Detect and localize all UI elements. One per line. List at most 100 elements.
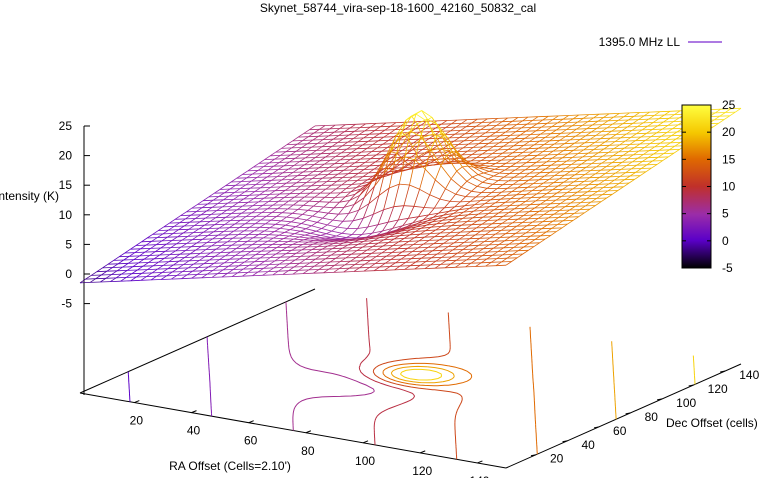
mesh-segment: [450, 170, 458, 180]
mesh-segment: [96, 267, 103, 273]
mesh-segment: [179, 218, 186, 224]
mesh-segment: [204, 221, 211, 226]
mesh-segment: [382, 242, 389, 247]
mesh-segment: [529, 137, 536, 142]
mesh-segment: [134, 251, 146, 253]
mesh-segment: [403, 205, 415, 207]
mesh-segment: [604, 176, 611, 181]
mesh-segment: [579, 145, 590, 147]
mesh-segment: [306, 249, 313, 254]
mesh-segment: [294, 256, 301, 261]
mesh-segment: [379, 262, 386, 268]
mesh-segment: [526, 158, 533, 164]
mesh-segment: [336, 177, 343, 182]
mesh-segment: [299, 236, 310, 239]
mesh-segment: [591, 191, 598, 196]
mesh-segment: [334, 159, 341, 165]
x-tick-mark: [248, 420, 254, 424]
mesh-segment: [384, 125, 391, 131]
mesh-segment: [629, 140, 636, 145]
mesh-segment: [515, 229, 522, 234]
mesh-segment: [219, 216, 227, 222]
mesh-segment: [425, 226, 432, 232]
mesh-segment: [314, 262, 321, 267]
mesh-segment: [355, 256, 367, 258]
mesh-segment: [642, 160, 653, 162]
mesh-segment: [654, 111, 661, 116]
mesh-segment: [569, 174, 576, 179]
mesh-segment: [557, 153, 568, 155]
mesh-segment: [425, 229, 436, 232]
mesh-segment: [527, 214, 534, 220]
mesh-segment: [478, 167, 490, 172]
mesh-segment: [202, 196, 209, 202]
mesh-segment: [445, 266, 456, 269]
mesh-segment: [421, 110, 428, 120]
mesh-segment: [619, 112, 630, 114]
mesh-segment: [323, 167, 330, 172]
mesh-segment: [484, 135, 491, 141]
mesh-segment: [341, 250, 348, 256]
mesh-segment: [346, 247, 353, 252]
mesh-segment: [377, 245, 384, 250]
mesh-segment: [281, 175, 288, 181]
mesh-segment: [335, 254, 342, 259]
mesh-segment: [573, 117, 584, 120]
mesh-segment: [208, 192, 215, 198]
colorbar-tick-label: 10: [722, 180, 736, 194]
mesh-segment: [320, 235, 331, 238]
mesh-segment: [612, 151, 619, 157]
mesh-segment: [167, 233, 174, 238]
mesh-segment: [511, 187, 518, 192]
mesh-segment: [273, 234, 280, 239]
mesh-segment: [578, 142, 585, 147]
mesh-segment: [635, 168, 642, 173]
mesh-segment: [294, 230, 301, 234]
mesh-segment: [346, 187, 357, 189]
mesh-segment: [644, 143, 651, 148]
mesh-segment: [324, 160, 331, 165]
mesh-segment: [362, 246, 373, 248]
mesh-segment: [428, 207, 435, 216]
mesh-segment: [297, 133, 305, 138]
mesh-segment: [250, 247, 257, 252]
mesh-segment: [446, 249, 454, 255]
mesh-segment: [341, 180, 348, 186]
mesh-segment: [304, 232, 311, 236]
mesh-segment: [140, 244, 147, 250]
mesh-segment: [203, 259, 210, 265]
mesh-segment: [313, 205, 324, 208]
mesh-segment: [520, 197, 532, 199]
mesh-segment: [430, 264, 441, 266]
mesh-segment: [482, 181, 493, 185]
mesh-segment: [282, 241, 289, 245]
mesh-segment: [380, 122, 387, 128]
mesh-segment: [522, 120, 533, 122]
mesh-segment: [565, 164, 572, 169]
contour-line: [127, 371, 131, 402]
mesh-segment: [280, 182, 287, 188]
mesh-segment: [394, 238, 405, 240]
mesh-segment: [628, 147, 635, 152]
mesh-segment: [554, 171, 561, 176]
mesh-segment: [496, 254, 503, 259]
mesh-segment: [441, 132, 453, 152]
mesh-segment: [666, 128, 673, 133]
mesh-segment: [311, 246, 318, 250]
mesh-segment: [236, 174, 243, 179]
mesh-segment: [473, 136, 480, 141]
mesh-segment: [484, 202, 496, 204]
mesh-segment: [281, 208, 288, 214]
mesh-segment: [521, 186, 528, 192]
mesh-segment: [614, 176, 621, 181]
mesh-segment: [549, 206, 556, 212]
mesh-segment: [156, 243, 167, 246]
mesh-segment: [447, 215, 459, 218]
mesh-segment: [447, 252, 458, 255]
mesh-segment: [280, 253, 287, 258]
mesh-segment: [377, 221, 389, 226]
mesh-segment: [247, 198, 255, 203]
mesh-segment: [402, 139, 409, 144]
